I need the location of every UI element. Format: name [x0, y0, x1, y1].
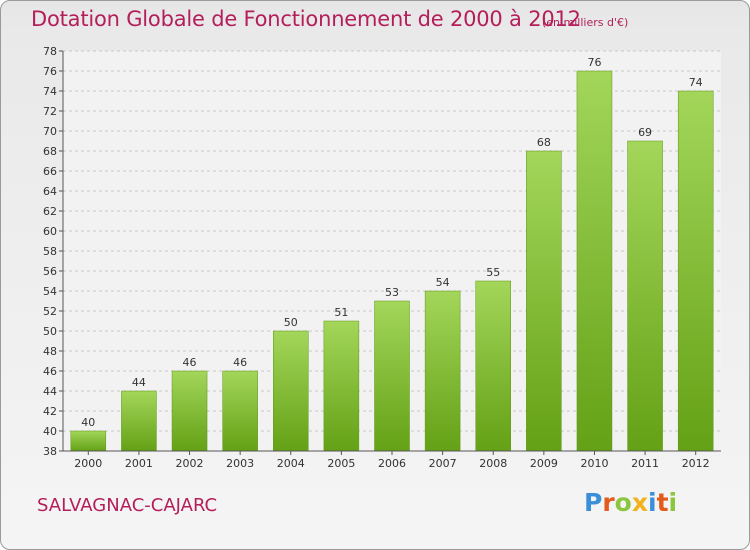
logo-letter: i — [668, 488, 678, 517]
bar-2011 — [627, 140, 663, 452]
x-tick-label-2006: 2006 — [378, 457, 406, 470]
x-tick-label-2001: 2001 — [125, 457, 153, 470]
y-tick-label: 56 — [43, 265, 57, 278]
y-tick-label: 52 — [43, 305, 57, 318]
y-tick-label: 54 — [43, 285, 57, 298]
y-tick-label: 62 — [43, 205, 57, 218]
data-label-2006: 53 — [385, 286, 399, 299]
y-tick-label: 70 — [43, 125, 57, 138]
bar-2001 — [121, 390, 157, 452]
y-tick-label: 46 — [43, 365, 57, 378]
y-tick-label: 76 — [43, 65, 57, 78]
bar-2003 — [222, 370, 258, 452]
logo-letter: x — [631, 488, 648, 517]
data-label-2002: 46 — [183, 356, 197, 369]
x-tick-label-2000: 2000 — [74, 457, 102, 470]
bar-2008 — [475, 280, 511, 452]
y-tick-label: 78 — [43, 45, 57, 58]
y-tick-label: 58 — [43, 245, 57, 258]
bar-2005 — [323, 320, 360, 452]
data-label-2003: 46 — [233, 356, 247, 369]
x-tick-label-2010: 2010 — [580, 457, 608, 470]
y-tick-label: 50 — [43, 325, 57, 338]
data-label-2007: 54 — [436, 276, 450, 289]
y-tick-label: 68 — [43, 145, 57, 158]
chart-subtitle: (en milliers d'€) — [542, 16, 629, 29]
y-tick-label: 66 — [43, 165, 57, 178]
data-label-2010: 76 — [587, 56, 601, 69]
data-label-2000: 40 — [81, 416, 95, 429]
axes — [59, 50, 721, 455]
x-tick-label-2005: 2005 — [327, 457, 355, 470]
data-label-2011: 69 — [638, 126, 652, 139]
bar-2002 — [171, 370, 208, 452]
bar-2012 — [677, 90, 714, 452]
y-tick-label: 44 — [43, 385, 57, 398]
labels: 38 40 42 44 46 48 50 52 54 56 58 60 62 64 66 68 70 72 74 76… — [43, 45, 710, 470]
bar-2009 — [526, 150, 562, 452]
commune-name: SALVAGNAC-CAJARC — [37, 495, 218, 516]
x-tick-label-2011: 2011 — [631, 457, 659, 470]
bar-2004 — [273, 330, 309, 452]
x-tick-label-2002: 2002 — [176, 457, 204, 470]
data-label-2012: 74 — [689, 76, 703, 89]
bar-2000 — [70, 430, 107, 452]
data-label-2005: 51 — [334, 306, 348, 319]
logo-letter: r — [602, 488, 615, 517]
y-tick-label: 64 — [43, 185, 57, 198]
x-tick-label-2003: 2003 — [226, 457, 254, 470]
chart-title: Dotation Globale de Fonctionnement de 20… — [31, 7, 581, 31]
x-tick-label-2009: 2009 — [530, 457, 558, 470]
x-tick-label-2012: 2012 — [682, 457, 710, 470]
x-tick-label-2008: 2008 — [479, 457, 507, 470]
bars — [70, 70, 714, 452]
y-tick-label: 60 — [43, 225, 57, 238]
data-label-2008: 55 — [486, 266, 500, 279]
data-label-2001: 44 — [132, 376, 146, 389]
y-tick-label: 38 — [43, 445, 57, 458]
data-label-2009: 68 — [537, 136, 551, 149]
data-label-2004: 50 — [284, 316, 298, 329]
bar-2010 — [576, 70, 613, 452]
logo-letter: P — [584, 488, 603, 517]
x-tick-label-2004: 2004 — [277, 457, 305, 470]
y-tick-label: 40 — [43, 425, 57, 438]
logo-letter: t — [656, 488, 669, 517]
bar-2006 — [374, 300, 410, 452]
logo-letter: o — [614, 488, 632, 517]
y-tick-label: 74 — [43, 85, 57, 98]
y-tick-label: 42 — [43, 405, 57, 418]
bar-2007 — [424, 290, 461, 452]
y-tick-label: 48 — [43, 345, 57, 358]
x-tick-label-2007: 2007 — [429, 457, 457, 470]
logo-letter: i — [648, 488, 657, 517]
proxiti-logo: Proxiti — [584, 488, 677, 517]
y-tick-label: 72 — [43, 105, 57, 118]
